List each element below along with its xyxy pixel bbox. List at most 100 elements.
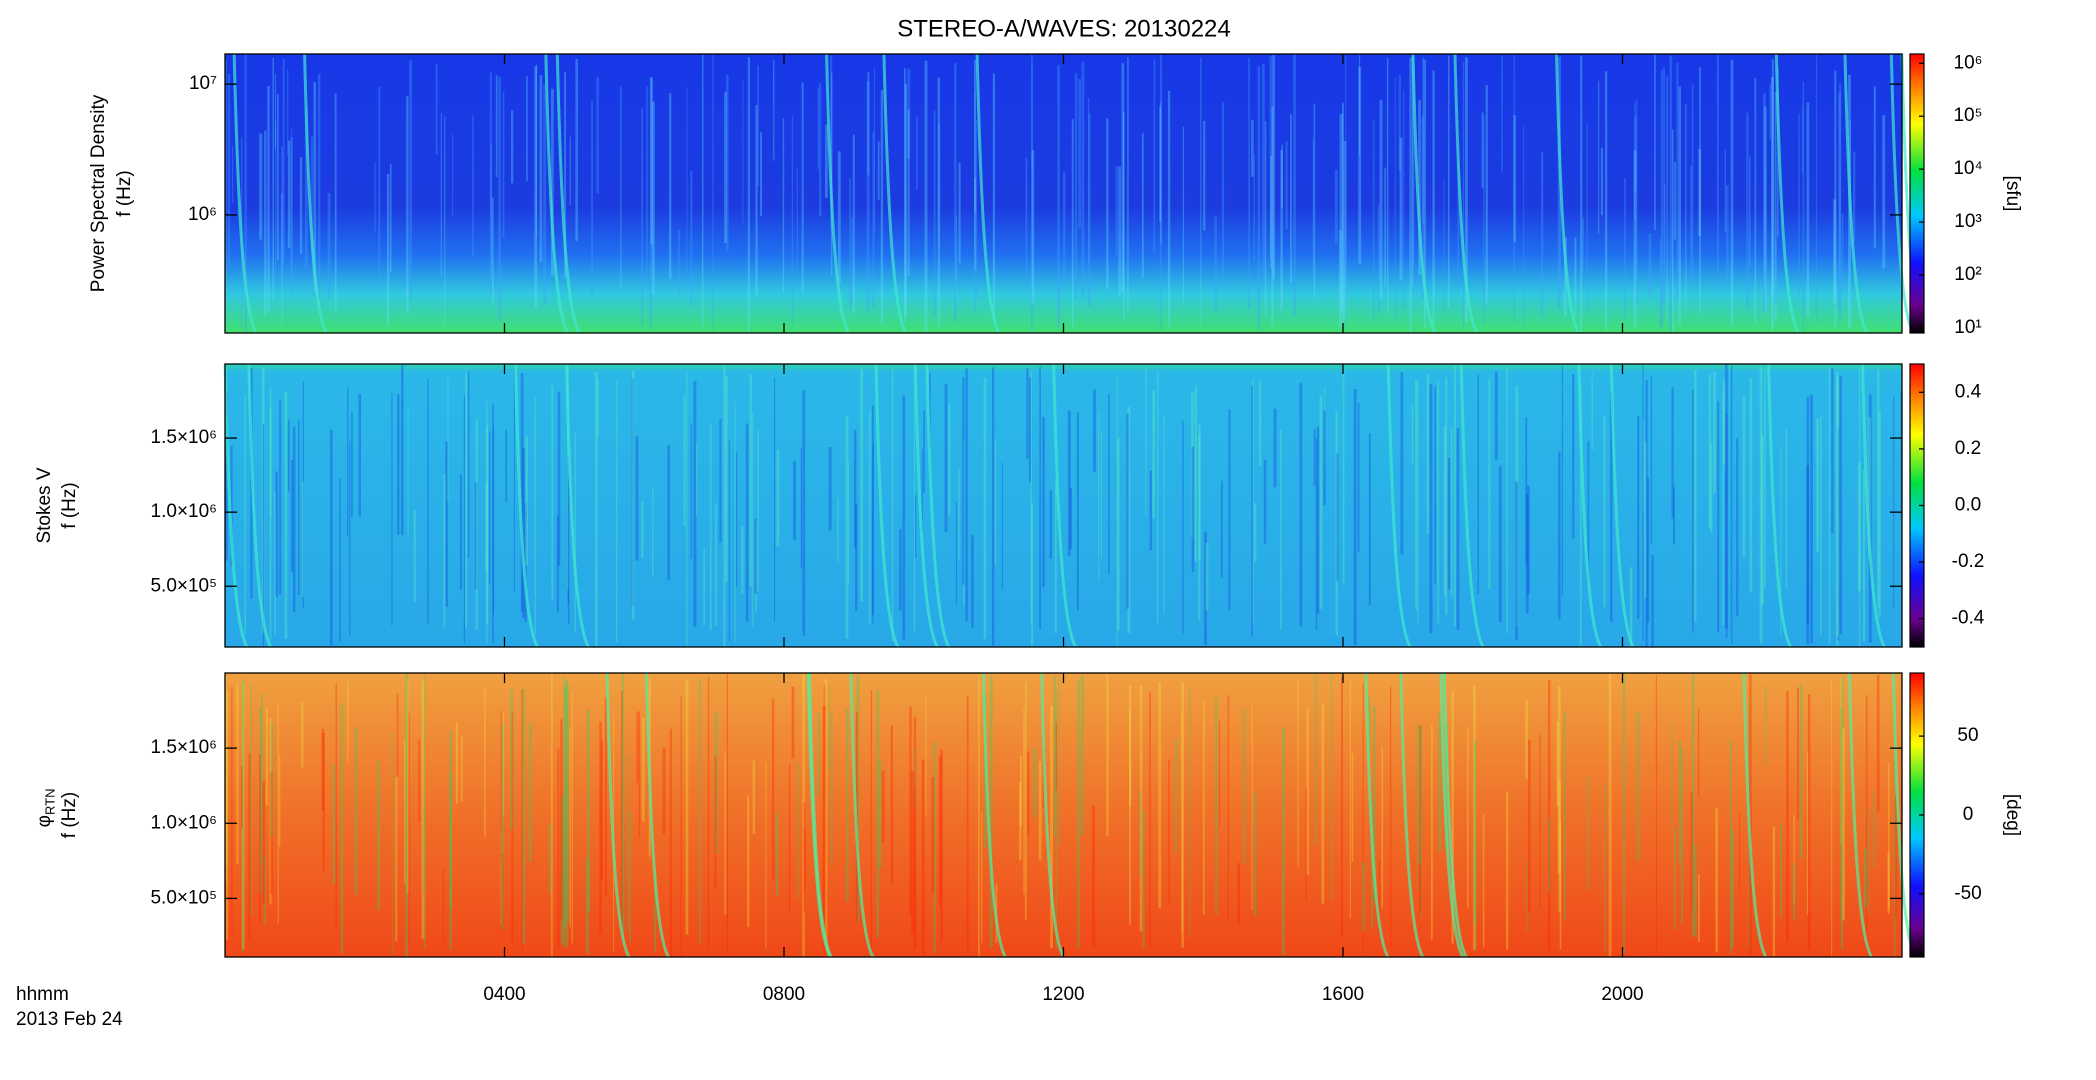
texture-streak	[819, 83, 822, 216]
texture-streak	[1587, 777, 1589, 890]
burst-streak	[1742, 672, 1768, 958]
texture-streak	[571, 692, 573, 944]
texture-streak	[1867, 807, 1869, 916]
burst-streak	[1847, 672, 1873, 958]
colorbar-tick-label: 10⁴	[1953, 158, 1982, 179]
texture-streak	[1540, 152, 1544, 318]
texture-streak	[742, 80, 744, 224]
burst-streak	[1442, 672, 1468, 958]
texture-streak	[440, 113, 442, 276]
texture-streak	[455, 722, 458, 804]
texture-streak	[1806, 102, 1810, 317]
texture-streak	[332, 763, 336, 885]
burst-streak	[1386, 363, 1412, 648]
texture-streak	[1539, 734, 1541, 908]
texture-streak	[1865, 694, 1868, 955]
texture-streak	[940, 749, 943, 942]
texture-streak	[225, 745, 228, 866]
texture-streak	[1205, 543, 1209, 611]
texture-streak	[1362, 683, 1364, 954]
texture-streak	[1754, 77, 1757, 325]
texture-streak	[1118, 166, 1121, 296]
texture-streak	[550, 88, 554, 276]
texture-streak	[1780, 822, 1783, 917]
texture-streak	[261, 367, 265, 634]
texture-streak	[954, 63, 957, 322]
texture-streak	[567, 365, 569, 590]
texture-streak	[962, 377, 965, 585]
texture-streak	[1697, 874, 1700, 943]
texture-streak	[846, 709, 849, 903]
texture-streak	[1399, 137, 1403, 281]
texture-streak	[1572, 374, 1575, 539]
texture-streak	[358, 393, 361, 517]
texture-streak	[1836, 377, 1840, 637]
texture-streak	[1031, 63, 1033, 170]
texture-streak	[1127, 57, 1129, 312]
texture-streak	[1557, 686, 1561, 874]
texture-streak	[274, 120, 277, 281]
texture-streak	[1422, 57, 1424, 225]
texture-streak	[263, 855, 266, 925]
texture-streak	[1608, 673, 1612, 957]
texture-streak	[1362, 862, 1365, 932]
texture-streak	[773, 59, 775, 161]
texture-streak	[1840, 676, 1843, 845]
texture-streak	[1730, 739, 1733, 954]
texture-streak	[1887, 852, 1890, 914]
texture-streak	[847, 461, 850, 585]
texture-streak	[1523, 125, 1525, 330]
texture-streak	[849, 178, 851, 309]
texture-streak	[1145, 365, 1147, 516]
texture-streak	[1273, 408, 1277, 488]
texture-streak	[560, 795, 564, 944]
texture-streak	[452, 133, 454, 216]
texture-streak	[550, 673, 553, 957]
burst-streak	[1459, 363, 1485, 648]
texture-streak	[971, 535, 974, 628]
texture-streak	[475, 418, 478, 631]
texture-streak	[1175, 737, 1178, 855]
texture-streak	[259, 754, 261, 923]
y-axis-label-sub: RTN	[42, 789, 57, 815]
texture-streak	[958, 467, 960, 560]
texture-streak	[1030, 370, 1032, 623]
texture-streak	[1314, 673, 1317, 846]
texture-streak	[1026, 751, 1030, 836]
texture-streak	[406, 96, 409, 314]
texture-streak	[1251, 385, 1253, 637]
texture-streak	[299, 157, 303, 254]
texture-streak	[1221, 102, 1225, 278]
texture-streak	[291, 129, 293, 281]
texture-streak	[1390, 686, 1392, 948]
texture-streak	[279, 400, 282, 595]
texture-streak	[1038, 761, 1042, 861]
texture-streak	[1691, 674, 1695, 936]
texture-streak	[1786, 690, 1789, 942]
texture-streak	[830, 712, 833, 864]
texture-streak	[958, 162, 961, 263]
texture-streak	[241, 681, 245, 950]
texture-streak	[575, 59, 578, 241]
texture-streak	[1761, 435, 1764, 605]
texture-streak	[693, 380, 697, 627]
texture-streak	[1694, 369, 1697, 622]
texture-streak	[534, 66, 538, 309]
texture-streak	[492, 425, 494, 614]
burst-streak	[1889, 53, 1915, 334]
texture-streak	[709, 423, 712, 631]
texture-streak	[486, 425, 489, 625]
texture-streak	[1456, 428, 1460, 631]
texture-streak	[1220, 480, 1223, 578]
texture-streak	[881, 770, 885, 843]
texture-streak	[878, 760, 882, 868]
texture-streak	[1526, 861, 1528, 934]
texture-streak	[1736, 438, 1739, 617]
texture-streak	[1087, 98, 1090, 264]
texture-streak	[923, 410, 925, 493]
texture-streak	[1559, 821, 1562, 950]
texture-streak	[591, 100, 594, 298]
texture-streak	[1634, 103, 1636, 221]
texture-streak	[1071, 119, 1074, 329]
texture-streak	[1152, 390, 1156, 518]
